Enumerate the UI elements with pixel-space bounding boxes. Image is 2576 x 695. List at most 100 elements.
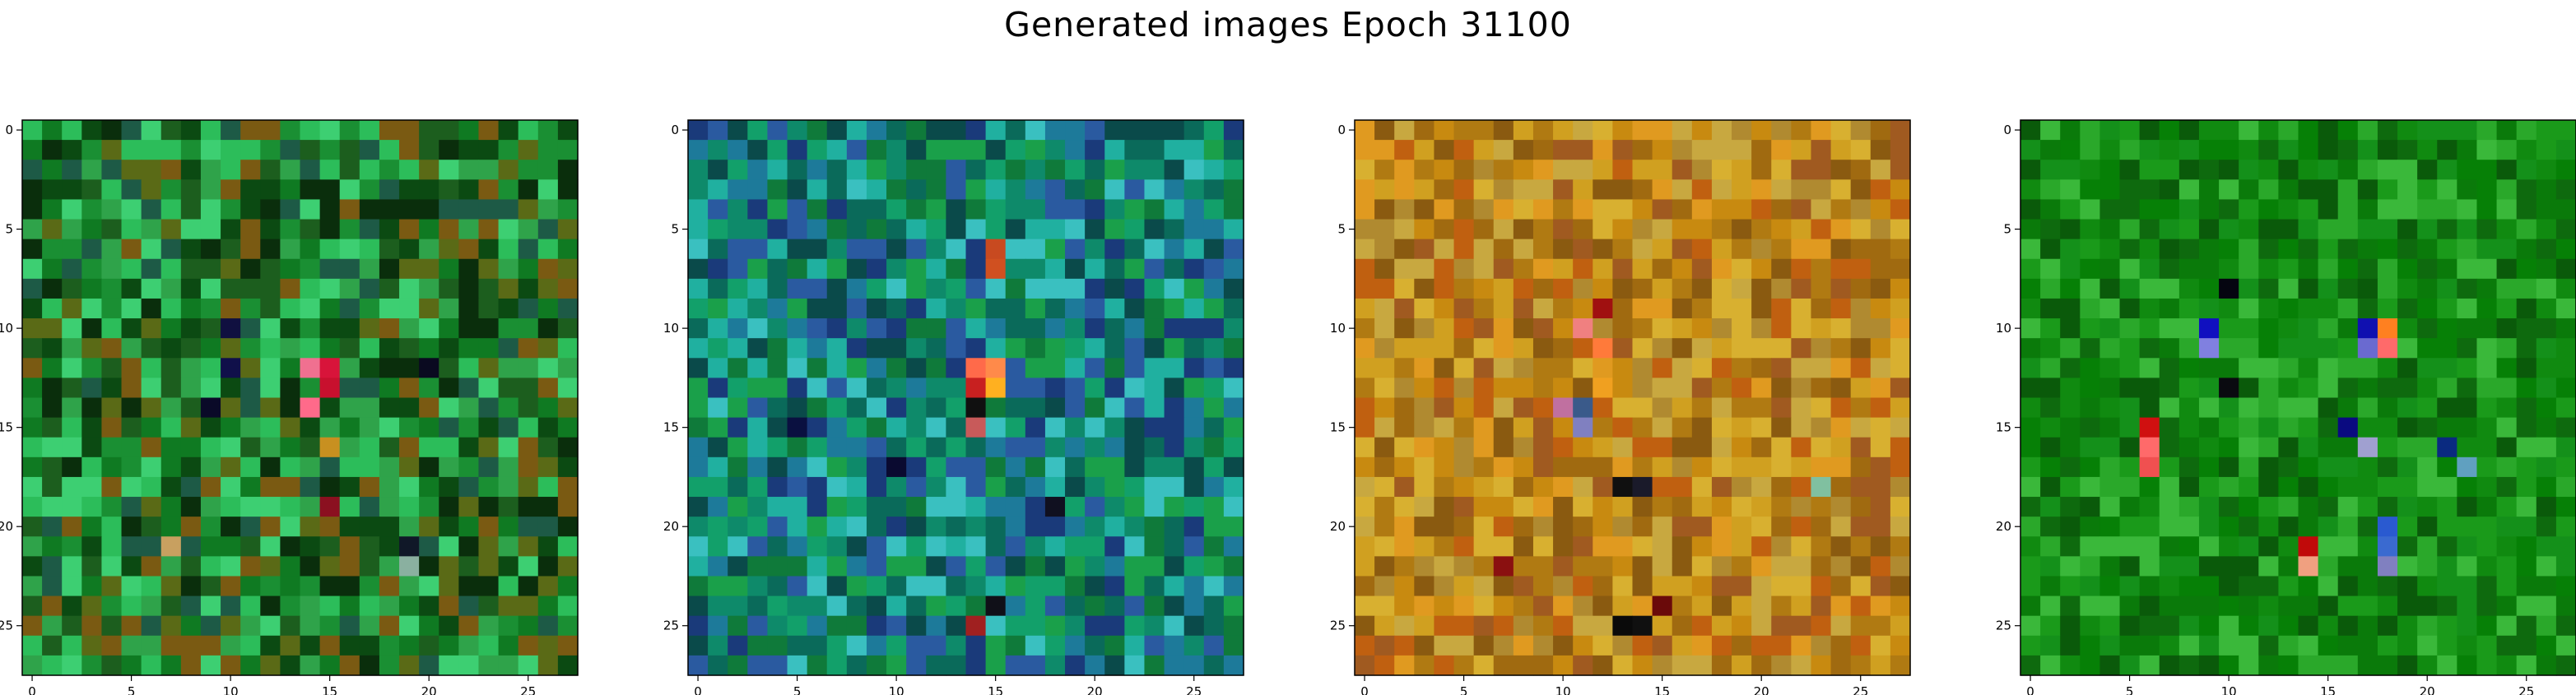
pixel-cell xyxy=(1025,635,1046,656)
pixel-cell xyxy=(1672,358,1693,378)
x-tick-label: 5 xyxy=(1460,684,1468,695)
pixel-cell xyxy=(1612,120,1634,141)
pixel-cell xyxy=(1124,517,1146,537)
pixel-cell xyxy=(2020,278,2041,299)
pixel-cell xyxy=(866,517,887,537)
pixel-cell xyxy=(160,140,182,160)
pixel-cell xyxy=(2139,536,2160,557)
pixel-cell xyxy=(359,179,380,201)
pixel-cell xyxy=(160,378,182,399)
pixel-cell xyxy=(221,536,241,557)
pixel-cell xyxy=(1434,140,1455,160)
pixel-cell xyxy=(300,655,321,676)
pixel-cell xyxy=(2516,397,2537,419)
pixel-cell xyxy=(1414,120,1435,141)
pixel-cell xyxy=(708,635,728,656)
pixel-cell xyxy=(2457,497,2478,517)
pixel-cell xyxy=(2516,517,2537,537)
pixel-cell xyxy=(141,635,162,656)
pixel-cell xyxy=(2476,437,2498,458)
pixel-cell xyxy=(458,595,480,617)
pixel-cell xyxy=(42,476,63,498)
pixel-cell xyxy=(2198,615,2220,637)
pixel-cell xyxy=(160,258,182,280)
pixel-cell xyxy=(2119,358,2141,378)
pixel-cell xyxy=(2417,517,2438,537)
pixel-cell xyxy=(319,318,341,339)
pixel-cell xyxy=(141,258,162,280)
pixel-cell xyxy=(439,160,459,180)
pixel-cell xyxy=(240,556,261,577)
pixel-cell xyxy=(807,615,828,637)
pixel-cell xyxy=(1830,199,1852,220)
pixel-cell xyxy=(121,179,142,201)
pixel-cell xyxy=(1434,239,1455,260)
pixel-cell xyxy=(557,358,579,378)
pixel-cell xyxy=(1870,298,1891,319)
pixel-cell xyxy=(1553,536,1574,557)
pixel-cell xyxy=(498,417,519,438)
pixel-cell xyxy=(180,556,202,577)
pixel-cell xyxy=(2080,517,2101,537)
pixel-cell xyxy=(1771,556,1792,577)
pixel-cell xyxy=(1830,655,1852,676)
pixel-cell xyxy=(1632,278,1653,299)
pixel-cell xyxy=(419,635,439,656)
pixel-cell xyxy=(2198,576,2220,597)
pixel-cell xyxy=(1065,219,1086,240)
y-tick-label: 0 xyxy=(2003,123,2011,137)
pixel-cell xyxy=(2457,595,2478,617)
pixel-cell xyxy=(2437,239,2457,260)
pixel-cell xyxy=(1164,179,1185,201)
pixel-cell xyxy=(1691,476,1713,498)
pixel-cell xyxy=(1830,160,1852,180)
pixel-cell xyxy=(2397,298,2418,319)
pixel-cell xyxy=(1870,278,1891,299)
pixel-cell xyxy=(926,615,946,637)
pixel-cell xyxy=(557,615,579,637)
pixel-cell xyxy=(807,497,828,517)
pixel-cell xyxy=(518,239,539,260)
pixel-cell xyxy=(1493,576,1514,597)
pixel-cell xyxy=(1612,358,1634,378)
pixel-cell xyxy=(1434,635,1455,656)
pixel-cell xyxy=(319,140,341,160)
pixel-cell xyxy=(1453,318,1475,339)
pixel-cell xyxy=(1751,497,1772,517)
pixel-cell xyxy=(1672,556,1693,577)
pixel-cell xyxy=(688,199,709,220)
pixel-cell xyxy=(1532,456,1554,478)
pixel-cell xyxy=(886,655,907,676)
pixel-cell xyxy=(2060,338,2081,359)
pixel-cell xyxy=(280,378,301,399)
pixel-cell xyxy=(2298,595,2319,617)
pixel-cell xyxy=(1005,536,1026,557)
pixel-cell xyxy=(180,298,202,319)
pixel-cell xyxy=(1532,655,1554,676)
pixel-cell xyxy=(846,456,867,478)
pixel-cell xyxy=(2139,258,2160,280)
pixel-cell xyxy=(1771,517,1792,537)
pixel-cell xyxy=(180,318,202,339)
pixel-cell xyxy=(1453,160,1475,180)
pixel-cell xyxy=(1164,576,1185,597)
pixel-cell xyxy=(557,536,579,557)
pixel-cell xyxy=(1414,655,1435,676)
pixel-cell xyxy=(101,239,123,260)
pixel-cell xyxy=(2496,456,2518,478)
pixel-cell xyxy=(1711,258,1732,280)
pixel-cell xyxy=(141,120,162,141)
pixel-cell xyxy=(2476,239,2498,260)
pixel-cell xyxy=(2357,160,2378,180)
pixel-cell xyxy=(1124,655,1146,676)
pixel-cell xyxy=(1025,258,1046,280)
pixel-cell xyxy=(1044,615,1066,637)
pixel-cell xyxy=(1005,576,1026,597)
pixel-cell xyxy=(498,179,519,201)
pixel-cell xyxy=(2437,358,2457,378)
pixel-cell xyxy=(2298,298,2319,319)
pixel-cell xyxy=(160,417,182,438)
pixel-cell xyxy=(1553,278,1574,299)
pixel-cell xyxy=(985,595,1007,617)
pixel-cell xyxy=(1124,219,1146,240)
